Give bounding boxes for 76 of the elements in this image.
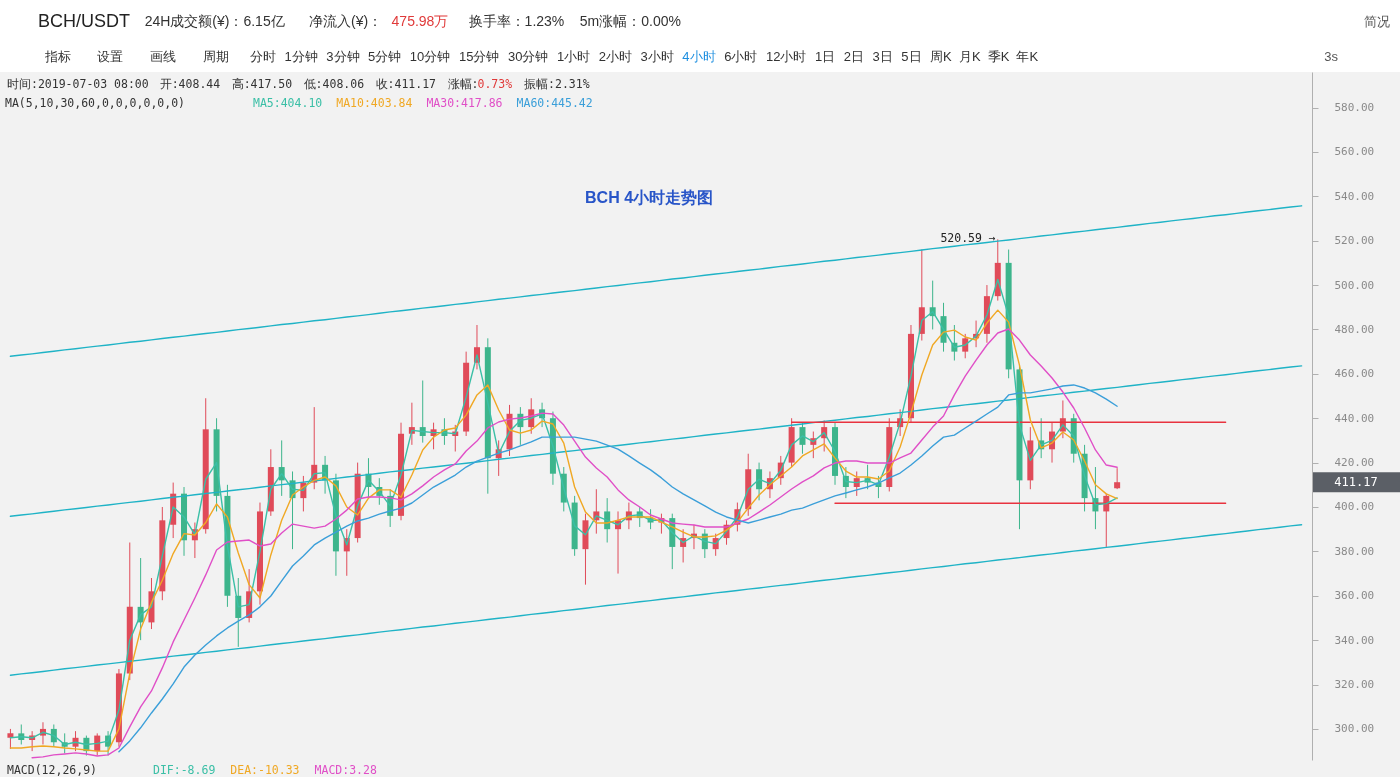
text: 5日 (901, 49, 922, 64)
text: 12小时 (765, 49, 807, 64)
y-tick-label: 560.00 (1334, 145, 1375, 159)
text: 10分钟 (409, 49, 451, 64)
text: 24H成交额(¥)：6.15亿 (144, 13, 285, 29)
y-tick-label: 320.00 (1334, 678, 1375, 692)
candlestick (7, 728, 14, 750)
text: 1分钟 (284, 49, 318, 64)
text: DEA:-10.33 (230, 763, 300, 777)
y-tick-label: 460.00 (1334, 367, 1375, 381)
legend-title: MA(5,10,30,60,0,0,0,0,0,0) (5, 96, 186, 110)
y-tick-label: 520.00 (1334, 234, 1375, 248)
y-tick-label: 440.00 (1334, 411, 1375, 425)
text: MA5:404.10 (253, 96, 323, 110)
text: 周期 (203, 49, 229, 64)
text: 换手率：1.23% (468, 13, 565, 29)
text: 15分钟 (458, 49, 500, 64)
line-series (9, 205, 1303, 357)
text: 周K (930, 49, 953, 64)
text: 季K (987, 49, 1010, 64)
annotation: 0.73% (477, 77, 513, 91)
y-tick-label: 480.00 (1334, 322, 1375, 336)
y-tick-label: 420.00 (1334, 456, 1375, 470)
line-series (9, 524, 1303, 676)
text: BCH/USDT (38, 11, 131, 31)
text: 3分钟 (326, 49, 360, 64)
text: MA10:403.84 (336, 96, 413, 110)
annotation: 520.59 → (940, 231, 996, 246)
text: 6小时 (724, 49, 758, 64)
y-tick-label: 540.00 (1334, 189, 1375, 203)
annotation: 时间:2019-07-03 08:00 (7, 77, 149, 91)
text: 2小时 (598, 49, 633, 64)
y-tick-label: 340.00 (1334, 633, 1375, 647)
y-tick-label: 580.00 (1334, 101, 1375, 115)
y-tick-label: 380.00 (1334, 544, 1375, 558)
y-tick-label: 360.00 (1334, 589, 1375, 603)
text: 简况 (1364, 14, 1390, 29)
text: 设置 (97, 49, 123, 64)
text: 净流入(¥)： (309, 13, 383, 29)
candlestick (1114, 467, 1121, 490)
text: MA30:417.86 (426, 96, 503, 110)
y-tick-label: 500.00 (1334, 278, 1375, 292)
text: 30分钟 (507, 49, 549, 64)
text: 411.17 (1334, 475, 1378, 490)
text: 月K (958, 49, 981, 64)
text: 475.98万 (391, 13, 449, 29)
text: 4小时 (682, 49, 716, 64)
text: 3s (1324, 49, 1339, 64)
line-series (118, 384, 1118, 753)
text: DIF:-8.69 (153, 763, 216, 777)
text: 3日 (872, 49, 893, 64)
y-tick-label: 400.00 (1334, 500, 1375, 514)
candlestick (756, 462, 763, 501)
line-series (9, 365, 1303, 518)
annotation: 振幅:2.31% (524, 77, 590, 91)
text: 1日 (814, 49, 836, 64)
annotation: 收:411.17 (375, 77, 437, 91)
text: 5分钟 (368, 49, 402, 64)
text: MACD:3.28 (314, 763, 377, 777)
text: MA60:445.42 (516, 96, 593, 110)
y-tick-label: 300.00 (1334, 722, 1375, 736)
text: 3小时 (640, 49, 674, 64)
text: 1小时 (557, 49, 591, 64)
text: 5m涨幅：0.00% (579, 13, 681, 29)
annotation: 开:408.44 (159, 77, 221, 91)
text: 画线 (150, 49, 176, 64)
text: 指标 (44, 49, 71, 64)
annotation: 涨幅: (447, 77, 479, 91)
text: 分时 (250, 49, 276, 64)
annotation: 高:417.50 (231, 77, 293, 91)
annotation: 低:408.06 (303, 77, 365, 91)
text: 2日 (843, 49, 864, 64)
text: 年K (1016, 49, 1039, 64)
text: BCH 4小时走势图 (585, 188, 714, 206)
text: MACD(12,26,9) (7, 763, 98, 777)
candlestick (962, 333, 969, 359)
